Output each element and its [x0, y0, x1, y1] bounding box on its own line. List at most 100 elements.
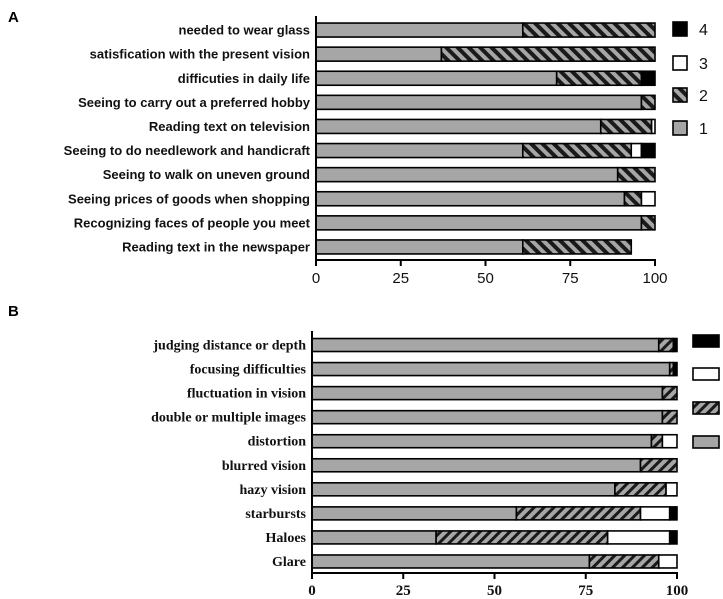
- panel-a-bar-segment-1: [315, 46, 443, 62]
- panel-a-bar-segment-2: [623, 190, 643, 207]
- panel-a-bar-segment-1: [315, 215, 643, 231]
- panel-b-bar-segment-3: [665, 482, 678, 497]
- panel-a-bar-segment-1: [315, 70, 558, 87]
- panel-a-legend-swatch: [672, 120, 688, 136]
- panel-a-legend-swatch: [672, 55, 688, 71]
- panel-b-bar-segment-1: [311, 337, 660, 353]
- panel-a-category-label: Reading text on television: [149, 119, 310, 134]
- panel-b-bar-segment-4: [668, 530, 678, 545]
- panel-a-x-tick-label: 50: [477, 270, 494, 287]
- panel-b-category-label: starbursts: [245, 507, 306, 522]
- panel-a-bar-segment-2: [521, 22, 656, 38]
- panel-a-bar-segment-1: [315, 118, 602, 135]
- panel-b-bar-segment-4: [668, 506, 678, 521]
- panel-a-legend-swatch: [672, 21, 688, 37]
- panel-b-bar-segment-2: [614, 482, 667, 497]
- panel-b-legend-swatch: [692, 334, 720, 348]
- panel-a-bar-segment-1: [315, 22, 524, 38]
- panel-a-bar-segment-3: [640, 190, 656, 207]
- panel-a-category-label: Seeing to walk on uneven ground: [103, 167, 310, 182]
- panel-a-bar-segment-1: [315, 166, 619, 183]
- panel-b-bar-segment-2: [650, 433, 664, 449]
- panel-a-letter: A: [8, 9, 19, 26]
- panel-b-legend-swatch: [692, 367, 720, 381]
- panel-a-bar-segment-1: [315, 190, 626, 207]
- panel-b-legend-swatch: [692, 435, 720, 449]
- panel-b-bar-segment-2: [588, 554, 660, 569]
- panel-b-bar-segment-1: [311, 385, 664, 401]
- panel-a-bar-segment-1: [315, 239, 524, 255]
- panel-a-bar-segment-2: [616, 166, 656, 183]
- panel-a-bar-segment-3: [650, 118, 656, 135]
- panel-a-legend-label: 2: [699, 88, 708, 105]
- panel-b-category-label: Glare: [272, 555, 306, 570]
- panel-b-bar-segment-2: [639, 457, 678, 473]
- panel-b-category-label: fluctuation in vision: [187, 387, 306, 402]
- panel-a-bar-segment-2: [640, 215, 656, 231]
- panel-b-bar-segment-3: [606, 530, 671, 545]
- panel-b-x-tick-label: 50: [487, 583, 502, 599]
- panel-b-bar-segment-3: [661, 433, 678, 449]
- panel-b-category-label: distortion: [248, 435, 307, 450]
- panel-a-category-label: difficuties in daily life: [178, 71, 310, 86]
- panel-a-category-label: Seeing to carry out a preferred hobby: [78, 95, 311, 110]
- panel-a-x-tick-label: 0: [312, 270, 320, 287]
- panel-a-bar-segment-1: [315, 142, 524, 159]
- panel-a-bar-segment-3: [630, 142, 643, 159]
- panel-b-x-tick-label: 100: [666, 583, 689, 599]
- panel-b-category-label: double or multiple images: [151, 411, 306, 426]
- panel-b-x-tick-label: 0: [308, 583, 316, 599]
- panel-b-bar-segment-1: [311, 506, 518, 521]
- panel-b-bar-segment-2: [435, 530, 609, 545]
- panel-a-category-label: Seeing to do needlework and handicraft: [64, 143, 311, 158]
- panel-a-legend-label: 3: [699, 56, 708, 73]
- panel-a-x-tick-label: 25: [392, 270, 409, 287]
- panel-a-legend-label: 1: [699, 121, 708, 138]
- panel-a-bar-segment-2: [440, 46, 656, 62]
- panel-b-category-label: Haloes: [266, 531, 307, 546]
- panel-b-letter: B: [8, 303, 19, 320]
- panel-b-bar-segment-2: [515, 506, 642, 521]
- panel-b-category-label: judging distance or depth: [152, 339, 306, 354]
- panel-a-x-tick-label: 100: [642, 270, 667, 287]
- panel-a-bar-segment-4: [640, 70, 656, 87]
- panel-b-bar-segment-1: [311, 554, 591, 569]
- panel-b-bar-segment-2: [661, 385, 678, 401]
- panel-b-bar-segment-1: [311, 433, 653, 449]
- panel-b-bar-segment-2: [657, 337, 675, 353]
- panel-b-bar-segment-4: [672, 361, 678, 377]
- panel-b-category-label: focusing difficulties: [190, 363, 307, 378]
- panel-a-bar-segment-2: [521, 142, 633, 159]
- panel-b-x-tick-label: 25: [396, 583, 411, 599]
- panel-a-bar-segment-4: [640, 142, 656, 159]
- panel-b-bar-segment-3: [639, 506, 671, 521]
- panel-b-chart: judging distance or depth focusing diffic…: [151, 331, 720, 599]
- panel-a-legend-label: 4: [699, 22, 708, 39]
- panel-a-category-label: satisfication with the present vision: [90, 47, 310, 62]
- panel-b-bar-segment-1: [311, 409, 664, 425]
- panel-a-category-label: needed to wear glass: [179, 23, 311, 38]
- panel-b-bar-segment-1: [311, 361, 671, 377]
- panel-a-category-label: Reading text in the newspaper: [122, 239, 310, 254]
- panel-b-category-label: blurred vision: [222, 459, 306, 474]
- panel-a-chart: needed to wear glass satisfication with t…: [64, 16, 708, 287]
- panel-a-x-tick-label: 75: [562, 270, 579, 287]
- panel-b-bar-segment-1: [311, 530, 437, 545]
- panel-b-x-tick-label: 75: [578, 583, 593, 599]
- panel-a-bar-segment-2: [599, 118, 653, 135]
- panel-a-bar-segment-1: [315, 94, 643, 111]
- panel-b-bar-segment-1: [311, 482, 616, 497]
- panel-a-bar-segment-2: [555, 70, 643, 87]
- panel-b-bar-segment-4: [672, 337, 678, 353]
- panel-b-bar-segment-3: [657, 554, 678, 569]
- panel-b-legend-swatch: [692, 401, 720, 415]
- panel-a-category-label: Recognizing faces of people you meet: [74, 215, 311, 230]
- panel-b-category-label: hazy vision: [239, 483, 306, 498]
- panel-b-bar-segment-1: [311, 457, 642, 473]
- panel-b-bar-segment-2: [661, 409, 678, 425]
- panel-a-category-label: Seeing prices of goods when shopping: [68, 191, 310, 206]
- panel-a-legend-swatch: [672, 87, 688, 103]
- panel-a-bar-segment-2: [640, 94, 656, 111]
- panel-a-bar-segment-2: [521, 239, 633, 255]
